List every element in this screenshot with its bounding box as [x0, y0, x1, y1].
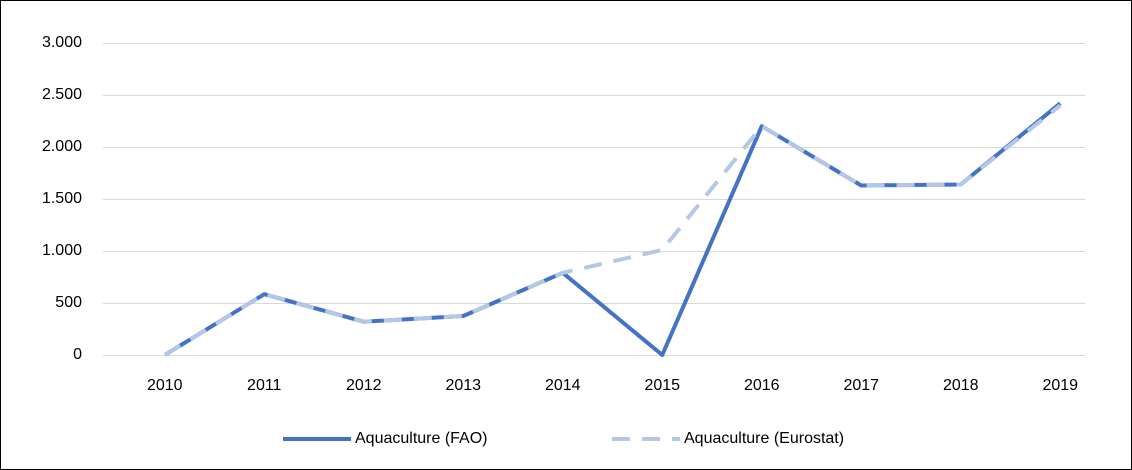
x-tick-label: 2010 — [147, 377, 183, 394]
y-tick-label: 2.500 — [42, 86, 82, 103]
x-tick-label: 2015 — [644, 377, 680, 394]
legend-label: Aquaculture (Eurostat) — [684, 430, 844, 447]
y-tick-label: 1.000 — [42, 242, 82, 259]
x-tick-label: 2016 — [744, 377, 780, 394]
legend-label: Aquaculture (FAO) — [355, 430, 488, 447]
x-tick-label: 2013 — [445, 377, 481, 394]
y-tick-label: 500 — [55, 294, 82, 311]
x-tick-label: 2014 — [545, 377, 581, 394]
series-line — [163, 103, 1062, 357]
x-tick-label: 2011 — [247, 377, 282, 394]
x-tick-label: 2018 — [943, 377, 979, 394]
y-tick-label: 2.000 — [42, 138, 82, 155]
y-tick-label: 0 — [73, 346, 82, 363]
y-tick-label: 1.500 — [42, 190, 82, 207]
x-tick-label: 2019 — [1042, 377, 1078, 394]
y-tick-label: 3.000 — [42, 34, 82, 51]
x-tick-label: 2017 — [843, 377, 879, 394]
x-tick-label: 2012 — [346, 377, 382, 394]
